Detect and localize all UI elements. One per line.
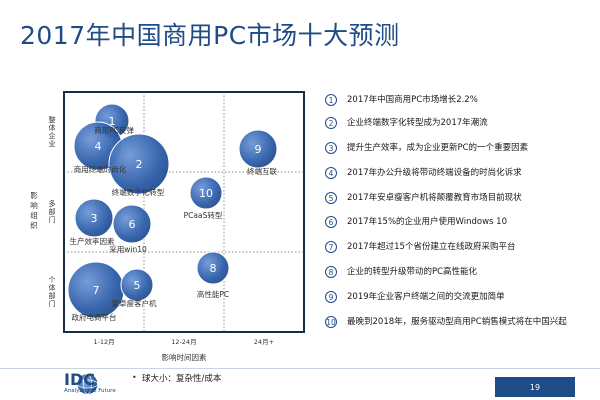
bubble-label: 终端互联: [247, 166, 277, 176]
idc-tagline: Analyze the Future: [64, 388, 116, 394]
y-axis-title: 影响组织: [30, 190, 38, 230]
x-axis-title: 影响时间因素: [162, 352, 207, 362]
idc-logo-text: IDC: [64, 370, 95, 389]
bubble-number: 9: [255, 143, 262, 156]
x-tick-label: 1-12月: [93, 338, 114, 346]
prediction-number: 3: [325, 142, 337, 154]
x-tick-label: 12-24月: [171, 338, 196, 346]
prediction-text: 最晚到2018年，服务驱动型商用PC销售模式将在中国兴起: [347, 317, 567, 327]
y-tick-label: 整体企业: [49, 115, 56, 148]
prediction-number: 1: [325, 94, 337, 106]
bubble-number: 2: [136, 158, 143, 171]
bubble-number: 6: [129, 218, 136, 231]
prediction-item: 9 2019年企业客户终端之间的交流更加简单: [325, 291, 590, 303]
bubble-number: 1: [109, 115, 116, 128]
prediction-text: 2017年安卓瘦客户机将颠覆教育市场目前现状: [347, 193, 522, 203]
bubble-2: [108, 133, 170, 195]
chart-frame: [63, 91, 305, 333]
bubble-10: [189, 176, 223, 210]
bubble-label: 生产效率因素: [70, 236, 115, 246]
prediction-number: 8: [325, 266, 337, 278]
prediction-number: 6: [325, 216, 337, 228]
page-title: 2017年中国商用PC市场十大预测: [20, 21, 400, 50]
prediction-text: 2017年超过15个省份建立在线政府采购平台: [347, 242, 516, 252]
prediction-item: 2 企业终端数字化转型成为2017年潮流: [325, 117, 590, 129]
bubble-number: 5: [134, 279, 141, 292]
prediction-item: 4 2017年办公升级将带动终端设备的时尚化诉求: [325, 167, 590, 179]
bubble-label: 政府电商平台: [72, 312, 117, 322]
prediction-number: 5: [325, 192, 337, 204]
bubble-label: 终端数字化转型: [112, 187, 165, 197]
bubble-number: 10: [199, 187, 213, 200]
footnote-bullet: •: [132, 373, 137, 382]
bubble-3: [74, 198, 114, 238]
bubble-8: [196, 251, 230, 285]
prediction-item: 5 2017年安卓瘦客户机将颠覆教育市场目前现状: [325, 192, 590, 204]
bubble-label: 高性能PC: [197, 289, 229, 299]
bubble-6: [112, 204, 152, 244]
bubble-label: 商用终端时尚化: [74, 164, 127, 174]
page-number: 19: [495, 377, 575, 397]
bubble-label: 安卓瘦客户机: [112, 298, 157, 308]
prediction-number: 10: [325, 316, 337, 328]
x-tick-label: 24月+: [254, 338, 274, 346]
prediction-number: 4: [325, 167, 337, 179]
prediction-item: 8 企业的转型升级带动的PC高性能化: [325, 266, 590, 278]
bubble-number: 4: [95, 140, 102, 153]
bubble-label: PCaaS转型: [184, 210, 223, 220]
prediction-item: 6 2017年15%的企业用户使用Windows 10: [325, 216, 590, 228]
prediction-number: 7: [325, 241, 337, 253]
bubble-5: [120, 268, 154, 302]
prediction-item: 1 2017年中国商用PC市场增长2.2%: [325, 94, 590, 106]
y-tick-label: 个体部门: [49, 276, 56, 308]
prediction-item: 10 最晚到2018年，服务驱动型商用PC销售模式将在中国兴起: [325, 316, 590, 328]
prediction-text: 企业的转型升级带动的PC高性能化: [347, 267, 478, 277]
bubble-9: [238, 129, 278, 169]
prediction-text: 企业终端数字化转型成为2017年潮流: [347, 118, 488, 128]
prediction-text: 提升生产效率，成为企业更新PC的一个重要因素: [347, 143, 529, 153]
bubble-number: 7: [93, 284, 100, 297]
prediction-text: 2017年中国商用PC市场增长2.2%: [347, 95, 478, 105]
bubble-label: 采用win10: [109, 244, 147, 254]
bubble-label: 商用PC反弹: [94, 125, 134, 135]
idc-globe-icon: [77, 373, 98, 395]
prediction-text: 2019年企业客户终端之间的交流更加简单: [347, 292, 505, 302]
prediction-text: 2017年办公升级将带动终端设备的时尚化诉求: [347, 168, 522, 178]
prediction-number: 9: [325, 291, 337, 303]
prediction-number: 2: [325, 117, 337, 129]
y-tick-label: 多部门: [49, 199, 56, 224]
bubble-number: 3: [91, 212, 98, 225]
bubble-number: 8: [210, 262, 217, 275]
size-footnote: 球大小：复杂性/成本: [142, 374, 222, 384]
prediction-item: 3 提升生产效率，成为企业更新PC的一个重要因素: [325, 142, 590, 154]
prediction-item: 7 2017年超过15个省份建立在线政府采购平台: [325, 241, 590, 253]
footer-divider: [0, 368, 600, 369]
prediction-text: 2017年15%的企业用户使用Windows 10: [347, 217, 507, 227]
